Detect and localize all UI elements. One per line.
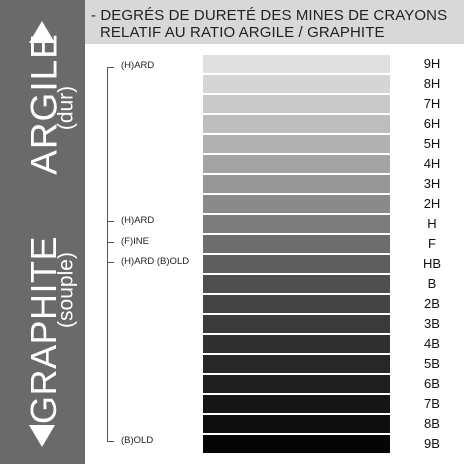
- grade-swatch: [203, 175, 390, 193]
- bracket-tick: [107, 441, 114, 442]
- grade-label: 6H: [423, 116, 441, 131]
- grade-label: 4B: [424, 336, 440, 351]
- grade-label: 5H: [423, 136, 441, 151]
- side-panel: ARGILE (dur) GRAPHITE (souple): [0, 0, 85, 464]
- grade-swatch: [203, 95, 390, 113]
- grade-label: 9H: [423, 56, 441, 71]
- grade-swatch: [203, 135, 390, 153]
- grade-label: 3H: [423, 176, 441, 191]
- title-line-2: RELATIF AU RATIO ARGILE / GRAPHITE: [100, 24, 385, 41]
- grade-label: 3B: [424, 316, 440, 331]
- grade-swatch: [203, 295, 390, 313]
- grade-label: 2B: [424, 296, 440, 311]
- grade-label: F: [428, 236, 436, 251]
- grade-swatch: [203, 75, 390, 93]
- grade-label: 8B: [424, 416, 440, 431]
- grade-label: 6B: [424, 376, 440, 391]
- grade-label: 7B: [424, 396, 440, 411]
- label-hard-bold: (H)ARD (B)OLD: [121, 256, 190, 267]
- grade-swatch: [203, 115, 390, 133]
- bracket-tick: [107, 221, 114, 222]
- grade-label: 4H: [423, 156, 441, 171]
- label-bold: (B)OLD: [121, 435, 154, 446]
- grade-swatch: [203, 235, 390, 253]
- label-hard-top: (H)ARD: [121, 60, 155, 71]
- title-line-1: - DEGRÉS DE DURETÉ DES MINES DE CRAYONS: [91, 7, 448, 24]
- grade-swatch: [203, 215, 390, 233]
- grade-label: 5B: [424, 356, 440, 371]
- graphite-sub-label: (souple): [54, 252, 78, 328]
- grade-label: B: [427, 276, 437, 291]
- grade-swatch: [203, 55, 390, 73]
- grade-label: 9B: [424, 436, 440, 451]
- grade-swatch: [203, 395, 390, 413]
- grade-label: 2H: [423, 196, 441, 211]
- bracket-tick: [107, 262, 114, 263]
- grade-label: 8H: [423, 76, 441, 91]
- grade-swatch: [203, 275, 390, 293]
- grade-swatch: [203, 155, 390, 173]
- arrow-up-icon: [29, 21, 55, 43]
- hardness-bracket: [107, 67, 108, 441]
- title-bar: - DEGRÉS DE DURETÉ DES MINES DE CRAYONS …: [85, 0, 464, 44]
- bracket-tick: [107, 242, 114, 243]
- label-fine: (F)INE: [121, 236, 149, 247]
- arrow-down-icon: [29, 425, 55, 447]
- grade-swatch: [203, 375, 390, 393]
- grade-swatch: [203, 435, 390, 453]
- label-hard: (H)ARD: [121, 215, 155, 226]
- grade-label: 7H: [423, 96, 441, 111]
- grade-swatch: [203, 355, 390, 373]
- argile-sub-label: (dur): [54, 85, 78, 131]
- grade-swatch: [203, 415, 390, 433]
- grade-swatch: [203, 315, 390, 333]
- grade-swatch: [203, 195, 390, 213]
- grade-label: HB: [422, 256, 442, 271]
- bracket-tick: [107, 67, 114, 68]
- grade-swatch: [203, 335, 390, 353]
- grade-swatch: [203, 255, 390, 273]
- grade-label: H: [427, 216, 437, 231]
